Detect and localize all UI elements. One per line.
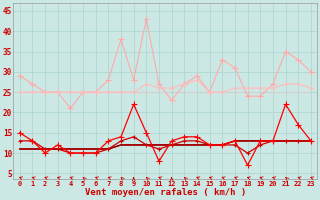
X-axis label: Vent moyen/en rafales ( km/h ): Vent moyen/en rafales ( km/h ) xyxy=(85,188,246,197)
